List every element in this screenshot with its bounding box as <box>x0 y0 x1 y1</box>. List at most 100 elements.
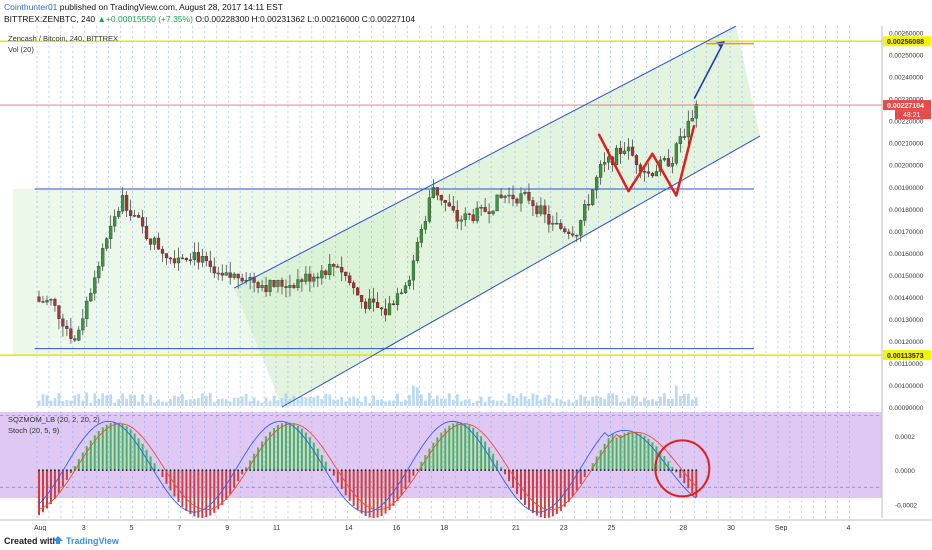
squeeze-dot <box>137 469 140 472</box>
candle <box>387 303 392 316</box>
volume-bar <box>149 394 152 406</box>
momentum-bar <box>567 470 570 502</box>
time-tick-label: 28 <box>679 525 687 531</box>
squeeze-dot <box>603 469 606 472</box>
volume-bar <box>635 396 638 406</box>
oscillator-tick-label: -0.0002 <box>895 502 917 509</box>
momentum-bar <box>452 423 455 471</box>
momentum-bar <box>288 422 291 471</box>
momentum-bar <box>527 470 530 510</box>
momentum-bar <box>384 470 387 514</box>
momentum-bar <box>149 456 152 471</box>
momentum-bar <box>539 470 542 518</box>
momentum-bar <box>695 470 698 498</box>
volume-bar <box>451 399 455 406</box>
momentum-bar <box>312 442 315 471</box>
candle <box>543 205 547 215</box>
squeeze-dot <box>265 469 267 472</box>
momentum-bar <box>193 470 196 517</box>
momentum-bar <box>73 465 76 471</box>
squeeze-dot <box>201 469 204 472</box>
candle <box>224 272 228 276</box>
squeeze-dot <box>448 469 451 472</box>
momentum-bar <box>551 470 554 517</box>
candle <box>662 158 666 161</box>
volume-bar <box>232 397 236 406</box>
squeeze-dot <box>308 469 311 472</box>
squeeze-dot <box>400 469 403 472</box>
momentum-bar <box>448 425 451 471</box>
squeeze-dot <box>89 469 92 472</box>
price-tick-label: 0.00250000 <box>889 53 924 60</box>
tradingview-brand[interactable]: TradingView <box>66 536 119 546</box>
author-link[interactable]: Cointhunter01 <box>4 2 58 12</box>
momentum-bar <box>336 470 339 483</box>
candle <box>316 276 320 279</box>
volume-bar <box>97 398 101 406</box>
momentum-bar <box>141 443 144 471</box>
volume-bar <box>328 394 332 406</box>
candle <box>670 163 674 167</box>
candle <box>587 204 591 206</box>
price-tick-label: 0.00190000 <box>889 185 924 192</box>
countdown-badge: 48:21 <box>903 112 921 119</box>
momentum-bar <box>348 470 351 501</box>
squeeze-dot <box>217 469 220 472</box>
time-tick-label: 11 <box>273 525 280 531</box>
momentum-bar <box>599 449 602 471</box>
momentum-bar <box>265 436 268 471</box>
squeeze-dot <box>129 469 132 472</box>
squeeze-dot <box>221 469 224 472</box>
squeeze-dot <box>205 469 208 472</box>
momentum-bar <box>392 470 395 506</box>
squeeze-dot <box>213 469 216 472</box>
squeeze-dot <box>404 469 407 472</box>
squeeze-dot <box>161 469 164 472</box>
volume-bar <box>49 400 53 406</box>
candle <box>328 263 332 276</box>
candle <box>603 161 607 165</box>
upper-level-badge-bg <box>883 36 931 47</box>
countdown-bg <box>895 110 931 120</box>
volume-bar <box>423 400 427 406</box>
volume-bar <box>77 393 81 406</box>
momentum-bar <box>603 443 606 471</box>
candle <box>176 257 181 264</box>
volume-bar <box>141 394 144 406</box>
volume-bar <box>192 398 196 406</box>
squeeze-dot <box>524 469 526 472</box>
candle <box>547 213 551 225</box>
squeeze-dot <box>571 469 574 472</box>
candle <box>435 187 439 196</box>
volume-bar <box>611 393 614 406</box>
momentum-bar <box>109 422 112 471</box>
volume-bar <box>551 402 555 406</box>
candle <box>666 158 670 167</box>
ohlc-text: O:0.00228300 H:0.00231362 L:0.00216000 C… <box>195 14 416 24</box>
squeeze-dot <box>285 469 287 472</box>
price-chart[interactable]: 0.002600000.002500000.002400000.00230000… <box>0 26 932 531</box>
momentum-bar <box>57 470 60 493</box>
momentum-bar <box>49 470 52 504</box>
volume-bar <box>101 393 105 406</box>
oscillator-tick-label: 0.0002 <box>895 434 915 441</box>
volume-bar <box>57 393 61 406</box>
volume-bar <box>404 399 407 406</box>
momentum-bar <box>504 470 507 475</box>
squeeze-dot <box>149 469 152 472</box>
time-tick-label: 7 <box>177 525 181 531</box>
squeeze-dot <box>388 469 391 472</box>
momentum-bar <box>368 470 371 518</box>
volume-bar <box>41 394 45 406</box>
momentum-bar <box>687 470 690 489</box>
volume-bar <box>284 393 288 406</box>
candle <box>383 308 388 316</box>
squeeze-dot <box>520 469 522 472</box>
momentum-bar <box>476 431 479 471</box>
candle <box>487 211 491 214</box>
volume-bar <box>105 395 109 406</box>
squeeze-dot <box>559 469 562 472</box>
candle <box>200 256 204 263</box>
candle <box>101 248 105 267</box>
squeeze-dot <box>492 469 494 472</box>
